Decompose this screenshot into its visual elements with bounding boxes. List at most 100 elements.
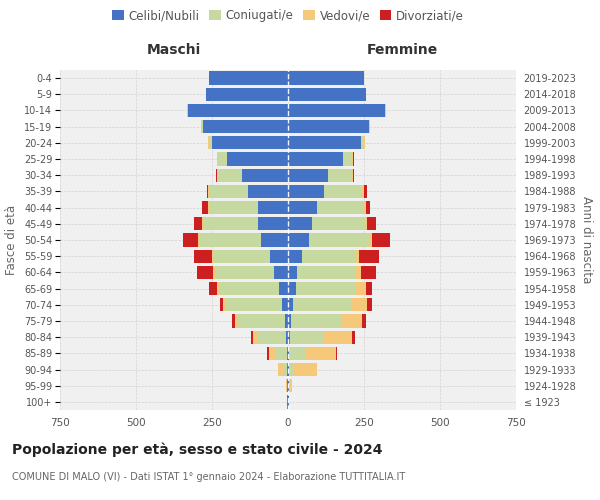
Bar xyxy=(287,346,288,360)
Bar xyxy=(355,250,359,263)
Bar xyxy=(288,185,325,198)
Bar xyxy=(275,346,287,360)
Bar xyxy=(206,88,288,101)
Bar xyxy=(361,266,376,279)
Bar xyxy=(286,330,288,344)
Bar xyxy=(218,168,242,182)
Bar xyxy=(197,266,212,279)
Bar xyxy=(367,298,371,312)
Bar xyxy=(362,314,365,328)
Bar xyxy=(305,346,336,360)
Bar xyxy=(323,330,352,344)
Bar xyxy=(364,136,365,149)
Bar xyxy=(251,330,253,344)
Bar xyxy=(302,250,355,263)
Bar xyxy=(183,234,199,246)
Bar xyxy=(253,330,257,344)
Bar xyxy=(202,217,203,230)
Bar xyxy=(359,250,379,263)
Bar xyxy=(187,104,188,117)
Bar xyxy=(212,250,214,263)
Bar xyxy=(296,282,355,295)
Bar xyxy=(208,201,209,214)
Text: Femmine: Femmine xyxy=(367,44,437,58)
Bar xyxy=(209,201,257,214)
Bar xyxy=(352,152,353,166)
Bar xyxy=(355,266,361,279)
Bar xyxy=(291,314,341,328)
Bar xyxy=(200,234,260,246)
Bar xyxy=(361,136,364,149)
Bar xyxy=(352,330,355,344)
Bar xyxy=(328,168,352,182)
Bar xyxy=(232,314,235,328)
Bar xyxy=(194,250,212,263)
Bar xyxy=(290,330,323,344)
Bar xyxy=(269,346,275,360)
Bar xyxy=(343,152,352,166)
Text: Maschi: Maschi xyxy=(147,44,201,58)
Bar xyxy=(288,136,361,149)
Bar xyxy=(385,104,386,117)
Bar xyxy=(288,152,343,166)
Bar xyxy=(223,298,226,312)
Bar xyxy=(293,298,352,312)
Bar xyxy=(248,185,288,198)
Bar xyxy=(336,346,337,360)
Bar xyxy=(367,217,376,230)
Bar xyxy=(209,185,248,198)
Bar xyxy=(352,168,353,182)
Bar xyxy=(365,201,370,214)
Bar xyxy=(309,234,368,246)
Bar xyxy=(235,314,238,328)
Bar xyxy=(209,72,288,85)
Bar xyxy=(288,363,289,376)
Text: Popolazione per età, sesso e stato civile - 2024: Popolazione per età, sesso e stato civil… xyxy=(12,442,383,457)
Bar xyxy=(287,379,288,392)
Bar xyxy=(188,104,288,117)
Bar xyxy=(364,185,367,198)
Bar xyxy=(212,266,215,279)
Bar xyxy=(268,346,269,360)
Bar xyxy=(217,168,218,182)
Bar xyxy=(287,396,288,408)
Bar xyxy=(288,88,365,101)
Bar xyxy=(355,282,365,295)
Bar xyxy=(220,282,279,295)
Bar xyxy=(368,234,371,246)
Bar xyxy=(203,217,257,230)
Bar xyxy=(242,168,288,182)
Bar xyxy=(226,298,282,312)
Bar xyxy=(203,120,288,134)
Bar xyxy=(216,168,217,182)
Bar xyxy=(368,120,370,134)
Bar xyxy=(212,136,288,149)
Bar xyxy=(317,201,364,214)
Bar xyxy=(297,266,355,279)
Bar xyxy=(288,250,302,263)
Bar xyxy=(214,250,270,263)
Bar xyxy=(257,217,288,230)
Bar xyxy=(257,330,286,344)
Bar xyxy=(194,217,202,230)
Bar xyxy=(288,379,289,392)
Bar xyxy=(287,363,288,376)
Bar xyxy=(209,282,217,295)
Bar xyxy=(288,234,309,246)
Bar xyxy=(288,72,364,85)
Bar xyxy=(288,104,385,117)
Bar xyxy=(286,379,287,392)
Bar xyxy=(257,201,288,214)
Bar xyxy=(199,234,200,246)
Bar xyxy=(217,152,218,166)
Bar xyxy=(371,234,390,246)
Bar xyxy=(288,330,290,344)
Bar xyxy=(289,346,305,360)
Bar xyxy=(288,168,328,182)
Bar xyxy=(288,314,291,328)
Bar xyxy=(218,152,227,166)
Bar xyxy=(278,363,284,376)
Bar xyxy=(288,266,297,279)
Text: COMUNE DI MALO (VI) - Dati ISTAT 1° gennaio 2024 - Elaborazione TUTTITALIA.IT: COMUNE DI MALO (VI) - Dati ISTAT 1° genn… xyxy=(12,472,405,482)
Bar xyxy=(260,234,288,246)
